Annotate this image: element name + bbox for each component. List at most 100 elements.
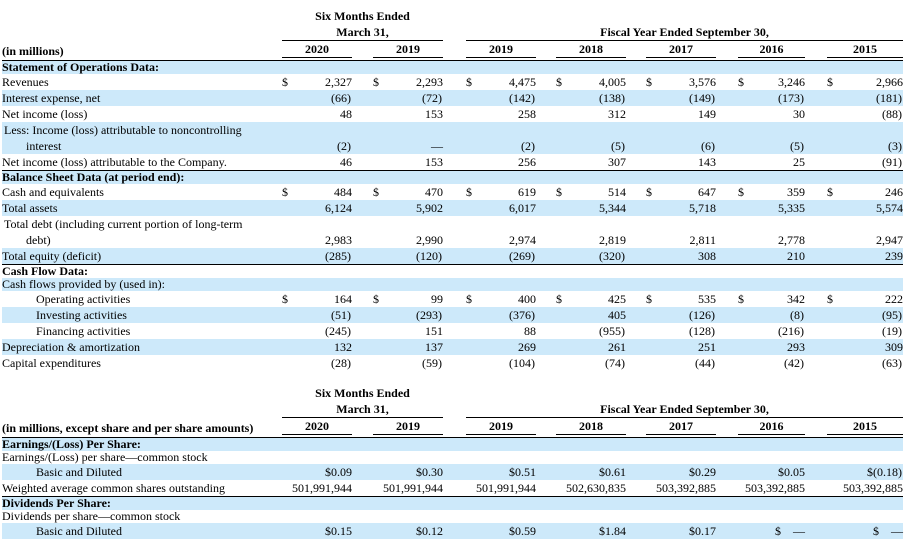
column-gap bbox=[352, 496, 373, 510]
selected-financial-data-table: Six Months Ended March 31, Fiscal Year E… bbox=[2, 8, 904, 372]
column-gap bbox=[626, 496, 647, 510]
cell-value bbox=[466, 170, 537, 184]
value-text: $0.61 bbox=[599, 465, 627, 479]
column-gap bbox=[352, 90, 373, 106]
dollar-sign: $ bbox=[738, 75, 745, 89]
value-text: $ — bbox=[775, 524, 806, 538]
header-gap bbox=[443, 8, 466, 24]
value-text: 470 bbox=[425, 185, 444, 199]
value-text: (95) bbox=[882, 308, 903, 322]
value-text: $0.29 bbox=[689, 465, 717, 479]
year-column-header: 2016 bbox=[738, 40, 806, 61]
column-gap bbox=[536, 480, 556, 497]
column-gap bbox=[805, 216, 827, 248]
column-gap bbox=[716, 170, 739, 184]
cell-value: 261 bbox=[556, 339, 626, 355]
cell-value bbox=[466, 451, 536, 464]
row-label: Depreciation & amortization bbox=[2, 340, 140, 354]
cell-value bbox=[646, 451, 716, 464]
column-gap bbox=[443, 74, 466, 90]
cell-value: (293) bbox=[373, 307, 443, 323]
cell-value bbox=[827, 61, 903, 75]
column-gap bbox=[352, 61, 373, 75]
value-text: $1.84 bbox=[599, 524, 627, 538]
cell-value bbox=[646, 496, 717, 510]
column-gap bbox=[352, 74, 373, 90]
value-text: (181) bbox=[876, 91, 903, 105]
table-corner-label: (in millions) bbox=[2, 40, 282, 61]
cell-value bbox=[466, 61, 536, 75]
value-text: 151 bbox=[425, 324, 444, 338]
table-header: Six Months Ended March 31, Fiscal Year E… bbox=[2, 8, 904, 61]
value-text: (128) bbox=[689, 324, 716, 338]
row-label: Less: Income (loss) attributable to nonc… bbox=[4, 123, 242, 153]
dollar-sign: $ bbox=[282, 75, 288, 89]
column-gap bbox=[716, 184, 738, 200]
table-header: Six Months Ended March 31, Fiscal Year E… bbox=[2, 385, 904, 438]
year-column-header: 2019 bbox=[466, 417, 537, 438]
table-body: Statement of Operations Data: Revenues $2,… bbox=[2, 60, 904, 372]
cell-value bbox=[738, 170, 806, 184]
cell-value bbox=[738, 496, 806, 510]
column-gap bbox=[443, 264, 467, 278]
value-text: (8) bbox=[790, 308, 805, 322]
dollar-sign: $ bbox=[466, 185, 473, 199]
value-text: (66) bbox=[331, 91, 351, 105]
column-gap bbox=[805, 291, 827, 307]
cell-value bbox=[827, 170, 904, 184]
column-gap bbox=[626, 106, 646, 122]
dollar-sign: $ bbox=[282, 292, 288, 306]
column-gap bbox=[536, 122, 556, 154]
year-column-header: 2019 bbox=[373, 40, 444, 61]
cell-value: $3,246 bbox=[738, 74, 805, 90]
cell-value: 5,902 bbox=[373, 200, 443, 216]
value-text: 261 bbox=[608, 340, 627, 354]
column-gap bbox=[352, 339, 373, 355]
value-text: (63) bbox=[882, 356, 903, 370]
column-gap bbox=[626, 61, 646, 75]
cell-value bbox=[827, 451, 903, 464]
column-gap bbox=[352, 464, 373, 480]
section-row: Cash Flow Data: bbox=[2, 264, 904, 278]
cell-value bbox=[827, 496, 904, 510]
column-gap bbox=[536, 339, 556, 355]
cell-value: (95) bbox=[827, 307, 903, 323]
value-text: 6,017 bbox=[509, 201, 537, 215]
cell-value: 258 bbox=[466, 106, 536, 122]
column-gap bbox=[716, 106, 738, 122]
value-text: 425 bbox=[608, 292, 627, 306]
cell-value: $222 bbox=[827, 291, 903, 307]
value-text: 5,718 bbox=[689, 201, 717, 215]
table-row: Depreciation & amortization 132 137 269 261 2… bbox=[2, 339, 904, 355]
cell-value: $0.09 bbox=[282, 464, 352, 480]
header-period-row: Six Months Ended bbox=[2, 8, 903, 24]
column-gap bbox=[352, 170, 373, 184]
year-label: 2019 bbox=[466, 418, 537, 435]
table-row: Basic and Diluted $0.15 $0.12 $0.59 $1.84 $0.… bbox=[2, 523, 904, 539]
cell-value: 307 bbox=[556, 154, 626, 171]
column-gap bbox=[626, 40, 647, 61]
cell-value: 2,983 bbox=[282, 216, 352, 248]
column-gap bbox=[716, 307, 738, 323]
value-text: 4,005 bbox=[599, 75, 627, 89]
year-label: 2020 bbox=[282, 418, 352, 435]
cell-value: $2,327 bbox=[282, 74, 352, 90]
cell-value bbox=[373, 451, 443, 464]
column-gap bbox=[805, 510, 827, 523]
column-gap bbox=[443, 90, 466, 106]
cell-value: $246 bbox=[827, 184, 903, 200]
column-gap bbox=[716, 40, 739, 61]
cell-value: $0.61 bbox=[556, 464, 626, 480]
column-gap bbox=[443, 154, 466, 171]
cell-value: 5,718 bbox=[646, 200, 716, 216]
column-gap bbox=[443, 480, 466, 497]
column-gap bbox=[626, 438, 646, 452]
year-label: 2017 bbox=[646, 418, 717, 435]
row-label: Weighted average common shares outstandi… bbox=[2, 481, 225, 495]
cell-value: $0.59 bbox=[466, 523, 536, 539]
cell-value: 48 bbox=[282, 106, 352, 122]
cell-value: (120) bbox=[373, 248, 443, 265]
row-label: Net income (loss) attributable to the Co… bbox=[2, 155, 227, 169]
value-text: 514 bbox=[608, 185, 627, 199]
table-row: Interest expense, net (66) (72) (142) (138) (… bbox=[2, 90, 904, 106]
